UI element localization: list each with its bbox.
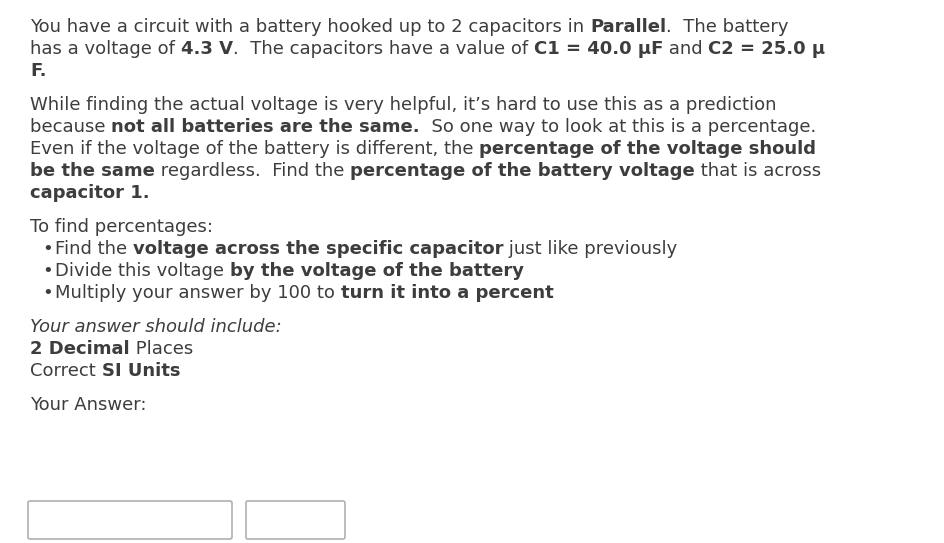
Text: 4.3 V: 4.3 V xyxy=(180,40,232,58)
Text: Your answer should include:: Your answer should include: xyxy=(30,318,281,336)
Text: •: • xyxy=(42,240,53,258)
Text: Divide this voltage: Divide this voltage xyxy=(55,262,229,280)
Text: So one way to look at this is a percentage.: So one way to look at this is a percenta… xyxy=(419,118,816,136)
Text: .  The capacitors have a value of: . The capacitors have a value of xyxy=(232,40,533,58)
FancyBboxPatch shape xyxy=(245,501,345,539)
Text: Parallel: Parallel xyxy=(589,18,666,36)
Text: Your Answer:: Your Answer: xyxy=(30,396,146,414)
Text: that is across: that is across xyxy=(694,162,820,180)
Text: voltage across the specific capacitor: voltage across the specific capacitor xyxy=(133,240,503,258)
Text: F.: F. xyxy=(30,62,46,80)
Text: .  The battery: . The battery xyxy=(666,18,787,36)
Text: regardless.  Find the: regardless. Find the xyxy=(155,162,349,180)
Text: turn it into a percent: turn it into a percent xyxy=(340,284,553,302)
Text: Correct: Correct xyxy=(30,362,101,380)
Text: To find percentages:: To find percentages: xyxy=(30,218,212,236)
Text: While finding the actual voltage is very helpful, it’s hard to use this as a pre: While finding the actual voltage is very… xyxy=(30,96,776,114)
Text: Even if the voltage of the battery is different, the: Even if the voltage of the battery is di… xyxy=(30,140,479,158)
Text: capacitor 1.: capacitor 1. xyxy=(30,184,149,202)
Text: has a voltage of: has a voltage of xyxy=(30,40,180,58)
Text: Places: Places xyxy=(129,340,193,358)
Text: by the voltage of the battery: by the voltage of the battery xyxy=(229,262,523,280)
Text: C2 = 25.0 μ: C2 = 25.0 μ xyxy=(707,40,824,58)
Text: percentage of the battery voltage: percentage of the battery voltage xyxy=(349,162,694,180)
Text: •: • xyxy=(42,284,53,302)
Text: percentage of the voltage should: percentage of the voltage should xyxy=(479,140,816,158)
Text: just like previously: just like previously xyxy=(503,240,677,258)
Text: SI Units: SI Units xyxy=(101,362,179,380)
Text: C1 = 40.0 μF: C1 = 40.0 μF xyxy=(533,40,662,58)
Text: because: because xyxy=(30,118,111,136)
Text: You have a circuit with a battery hooked up to 2 capacitors in: You have a circuit with a battery hooked… xyxy=(30,18,589,36)
Text: Multiply your answer by 100 to: Multiply your answer by 100 to xyxy=(55,284,340,302)
Text: not all batteries are the same.: not all batteries are the same. xyxy=(111,118,419,136)
Text: 2 Decimal: 2 Decimal xyxy=(30,340,129,358)
Text: •: • xyxy=(42,262,53,280)
FancyBboxPatch shape xyxy=(28,501,232,539)
Text: and: and xyxy=(662,40,707,58)
Text: be the same: be the same xyxy=(30,162,155,180)
Text: Find the: Find the xyxy=(55,240,133,258)
